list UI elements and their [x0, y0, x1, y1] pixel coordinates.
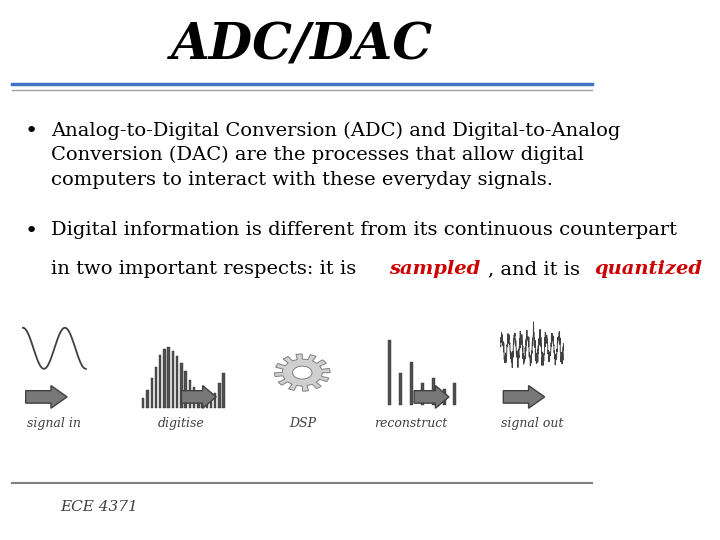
- Text: sampled: sampled: [389, 260, 480, 278]
- Bar: [399, 373, 402, 405]
- Bar: [214, 393, 217, 408]
- Text: •: •: [24, 122, 37, 141]
- Bar: [184, 371, 186, 408]
- Text: quantized: quantized: [594, 260, 702, 278]
- Bar: [205, 401, 208, 408]
- Bar: [155, 367, 157, 408]
- Bar: [163, 349, 166, 408]
- FancyArrow shape: [503, 386, 544, 408]
- Bar: [193, 387, 195, 408]
- Bar: [197, 394, 199, 408]
- Bar: [454, 383, 456, 405]
- Text: signal out: signal out: [501, 417, 563, 430]
- Bar: [222, 373, 225, 408]
- Bar: [189, 380, 191, 408]
- Text: Analog-to-Digital Conversion (ADC) and Digital-to-Analog
Conversion (DAC) are th: Analog-to-Digital Conversion (ADC) and D…: [51, 122, 621, 188]
- Bar: [218, 383, 220, 408]
- FancyArrow shape: [414, 386, 449, 408]
- Bar: [150, 378, 153, 408]
- Text: DSP: DSP: [289, 417, 316, 430]
- Text: ADC/DAC: ADC/DAC: [171, 22, 433, 70]
- Bar: [420, 383, 424, 405]
- Text: in two important respects: it is: in two important respects: it is: [51, 260, 363, 278]
- Text: signal in: signal in: [27, 417, 81, 430]
- Polygon shape: [274, 354, 330, 391]
- Bar: [388, 340, 391, 405]
- Bar: [146, 390, 149, 408]
- Text: reconstruct: reconstruct: [374, 417, 448, 430]
- Polygon shape: [292, 366, 312, 379]
- Text: ECE 4371: ECE 4371: [60, 500, 138, 514]
- FancyArrow shape: [26, 386, 67, 408]
- FancyArrow shape: [181, 386, 216, 408]
- Bar: [202, 398, 204, 408]
- Bar: [142, 398, 145, 408]
- Bar: [432, 378, 435, 405]
- Bar: [176, 356, 179, 408]
- Bar: [180, 363, 183, 408]
- Bar: [168, 347, 170, 408]
- Text: Digital information is different from its continuous counterpart: Digital information is different from it…: [51, 221, 678, 239]
- Text: •: •: [24, 221, 37, 241]
- Bar: [171, 351, 174, 408]
- Bar: [159, 355, 161, 408]
- Bar: [443, 389, 446, 405]
- Text: digitise: digitise: [158, 417, 204, 430]
- Bar: [210, 398, 212, 408]
- Bar: [410, 362, 413, 405]
- Text: , and it is: , and it is: [487, 260, 586, 278]
